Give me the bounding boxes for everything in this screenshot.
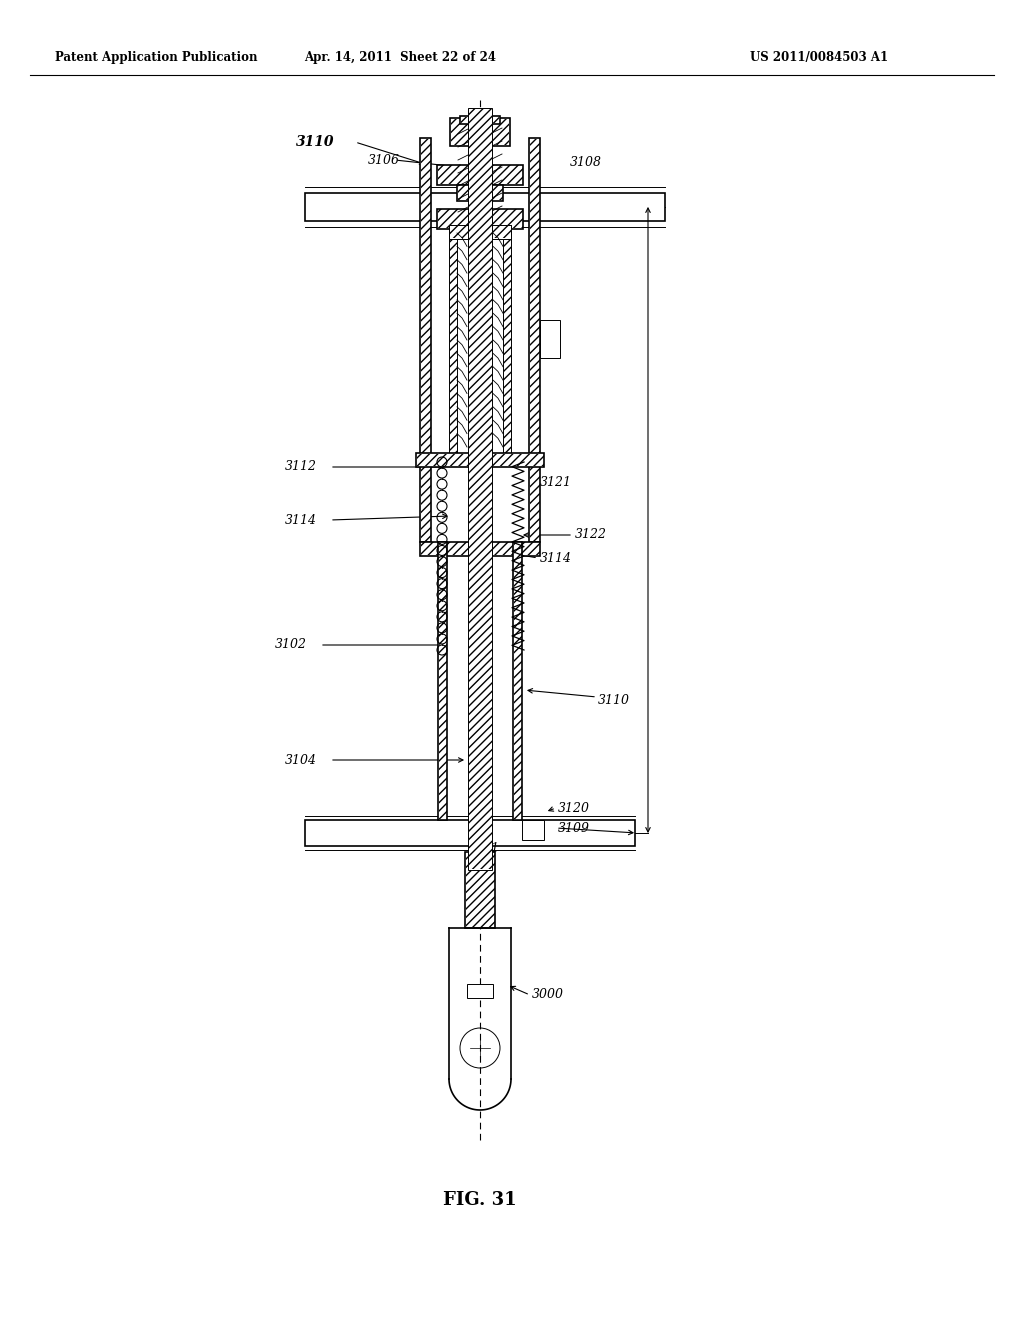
- Bar: [438, 543, 447, 820]
- Text: 3114: 3114: [285, 513, 317, 527]
- Text: 3108: 3108: [570, 156, 602, 169]
- Bar: [437, 165, 523, 185]
- Bar: [449, 224, 511, 239]
- Bar: [450, 117, 510, 147]
- Text: 3104: 3104: [285, 754, 317, 767]
- Text: 3109: 3109: [558, 821, 590, 834]
- Bar: [461, 117, 499, 123]
- Text: 3112: 3112: [285, 461, 317, 474]
- Text: 3121: 3121: [468, 842, 500, 854]
- Text: US 2011/0084503 A1: US 2011/0084503 A1: [750, 51, 888, 65]
- Bar: [504, 226, 511, 454]
- Text: Patent Application Publication: Patent Application Publication: [55, 51, 257, 65]
- Text: 3000: 3000: [532, 989, 564, 1002]
- Bar: [450, 226, 457, 454]
- Text: Apr. 14, 2011  Sheet 22 of 24: Apr. 14, 2011 Sheet 22 of 24: [304, 51, 496, 65]
- Bar: [458, 185, 503, 201]
- Bar: [437, 209, 523, 228]
- Bar: [420, 139, 431, 543]
- Bar: [513, 543, 522, 820]
- Bar: [417, 454, 544, 466]
- Bar: [305, 820, 635, 846]
- Bar: [457, 185, 503, 201]
- Text: 3102: 3102: [275, 639, 307, 652]
- Bar: [420, 543, 540, 556]
- Bar: [449, 224, 457, 455]
- Bar: [469, 110, 492, 869]
- Bar: [416, 453, 544, 467]
- Bar: [529, 139, 540, 543]
- Bar: [522, 820, 544, 840]
- Bar: [450, 224, 511, 238]
- Bar: [421, 543, 540, 554]
- Text: 3114: 3114: [540, 552, 572, 565]
- Bar: [466, 853, 495, 927]
- Text: FIG. 31: FIG. 31: [443, 1191, 517, 1209]
- Bar: [513, 543, 521, 818]
- Bar: [421, 139, 430, 541]
- Bar: [465, 851, 495, 928]
- Text: 3110: 3110: [296, 135, 335, 149]
- Bar: [438, 543, 446, 818]
- Bar: [468, 108, 492, 870]
- Bar: [467, 983, 493, 998]
- Bar: [437, 209, 522, 228]
- Text: 3106: 3106: [368, 153, 400, 166]
- Text: 3110: 3110: [598, 693, 630, 706]
- Text: 3122: 3122: [575, 528, 607, 541]
- Bar: [540, 319, 560, 358]
- Bar: [460, 116, 500, 124]
- Bar: [529, 139, 540, 541]
- Text: 3121: 3121: [540, 475, 572, 488]
- Text: 3120: 3120: [558, 801, 590, 814]
- Bar: [305, 193, 665, 220]
- Bar: [503, 224, 511, 455]
- Bar: [451, 119, 509, 145]
- Bar: [437, 165, 522, 183]
